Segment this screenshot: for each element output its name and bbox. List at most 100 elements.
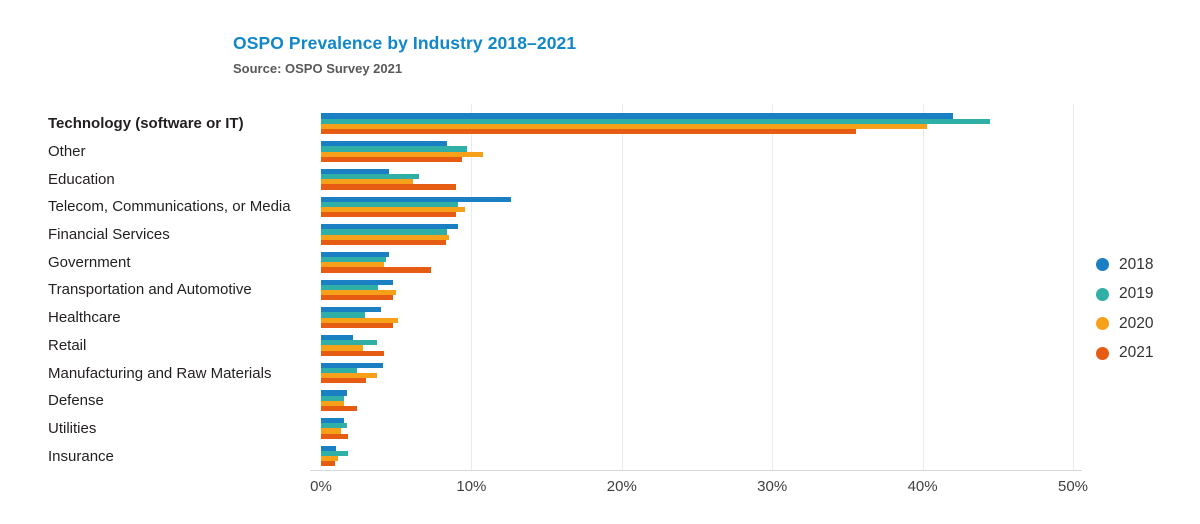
- category-label: Other: [48, 143, 86, 161]
- category-label: Telecom, Communications, or Media: [48, 198, 291, 216]
- bar-2018: [321, 390, 347, 396]
- legend-label-2021: 2021: [1119, 344, 1154, 362]
- bar-2019: [321, 257, 386, 263]
- bar-2019: [321, 450, 349, 457]
- bar-group: [321, 196, 1073, 218]
- chart-row: Transportation and Automotive: [48, 276, 1073, 304]
- legend-item-2019: 2019: [1096, 280, 1153, 310]
- bar-2021: [321, 129, 857, 135]
- category-label: Technology (software or IT): [48, 115, 244, 133]
- bar-2018: [321, 307, 382, 313]
- legend-label-2018: 2018: [1119, 255, 1154, 273]
- bar-group: [321, 251, 1073, 273]
- chart-title: OSPO Prevalence by Industry 2018–2021: [233, 33, 577, 53]
- chart-subtitle: Source: OSPO Survey 2021: [233, 61, 403, 76]
- category-label: Education: [48, 170, 115, 188]
- bar-2021: [321, 461, 335, 467]
- legend-dot-2021: [1096, 346, 1109, 360]
- bar-2018: [321, 196, 511, 202]
- bar-2020: [321, 428, 341, 434]
- bar-2019: [321, 340, 377, 346]
- bar-2021: [321, 267, 431, 273]
- chart-row: Healthcare: [48, 304, 1073, 332]
- bar-2018: [321, 168, 389, 175]
- chart-row: Manufacturing and Raw Materials: [48, 359, 1073, 387]
- bar-2019: [321, 423, 347, 429]
- bar-2020: [321, 373, 377, 379]
- bar-2020: [321, 206, 466, 213]
- legend-dot-2019: [1096, 287, 1109, 301]
- bar-2021: [321, 433, 349, 439]
- bar-group: [321, 168, 1073, 190]
- category-label: Financial Services: [48, 226, 170, 244]
- bar-2019: [321, 367, 358, 374]
- chart-row: Technology (software or IT): [48, 110, 1073, 138]
- legend-dot-2020: [1096, 317, 1109, 331]
- gridline: [1073, 104, 1074, 470]
- x-tick-label: 40%: [907, 478, 938, 495]
- bar-2018: [321, 141, 448, 147]
- legend: 2018 2019 2020 2021: [1096, 250, 1153, 368]
- bar-group: [321, 362, 1073, 384]
- category-label: Manufacturing and Raw Materials: [48, 364, 272, 382]
- gridline: [471, 104, 473, 470]
- x-tick-label: 20%: [606, 478, 637, 495]
- bar-group: [321, 307, 1073, 329]
- bar-group: [321, 390, 1073, 412]
- bar-chart: Technology (software or IT) Other Educatio…: [48, 104, 1088, 495]
- bar-2021: [321, 350, 385, 356]
- bar-group: [321, 113, 1073, 135]
- bar-2021: [321, 322, 394, 329]
- bar-2019: [321, 395, 344, 401]
- bar-2021: [321, 212, 457, 218]
- bar-2019: [321, 146, 467, 152]
- bar-2021: [321, 405, 358, 412]
- chart-row: Financial Services: [48, 221, 1073, 249]
- bar-2018: [321, 418, 344, 424]
- bar-2019: [321, 284, 379, 290]
- bar-2020: [321, 179, 413, 185]
- chart-row: Other: [48, 138, 1073, 166]
- bar-group: [321, 334, 1073, 356]
- x-axis-line: [310, 470, 1082, 471]
- x-tick-label: 0%: [310, 478, 332, 495]
- gridline: [621, 104, 623, 470]
- x-tick-label: 10%: [456, 478, 487, 495]
- gridline: [772, 104, 774, 470]
- gridline: [922, 104, 924, 470]
- chart-row: Telecom, Communications, or Media: [48, 193, 1073, 221]
- category-label: Insurance: [48, 447, 114, 465]
- bar-group: [321, 224, 1073, 245]
- legend-item-2020: 2020: [1096, 309, 1153, 339]
- bar-2018: [321, 224, 458, 230]
- bar-2021: [321, 184, 457, 190]
- legend-item-2018: 2018: [1096, 250, 1153, 280]
- bar-2020: [321, 289, 397, 296]
- category-label: Transportation and Automotive: [48, 281, 252, 299]
- category-label: Utilities: [48, 419, 97, 437]
- bar-group: [321, 141, 1073, 162]
- bar-2019: [321, 229, 448, 235]
- bar-2020: [321, 123, 928, 130]
- x-axis-ticks: 0% 10% 20% 30% 40% 50%: [310, 478, 1088, 498]
- x-tick-label: 30%: [757, 478, 788, 495]
- chart-rows: Technology (software or IT) Other Educatio…: [48, 110, 1073, 470]
- legend-label-2019: 2019: [1119, 285, 1154, 303]
- chart-row: Utilities: [48, 415, 1073, 443]
- bar-2021: [321, 295, 394, 301]
- bar-2018: [321, 334, 353, 341]
- bar-2020: [321, 151, 484, 157]
- bar-2021: [321, 156, 463, 162]
- gridlines: [321, 104, 1074, 470]
- x-tick-label: 50%: [1057, 478, 1089, 495]
- bar-2020: [321, 400, 344, 406]
- bar-2018: [321, 251, 389, 258]
- bar-group: [321, 279, 1073, 301]
- bar-2020: [321, 345, 364, 351]
- legend-item-2021: 2021: [1096, 339, 1153, 369]
- bar-2018: [321, 279, 394, 285]
- bar-2021: [321, 378, 367, 384]
- chart-row: Defense: [48, 387, 1073, 415]
- chart-row: Government: [48, 248, 1073, 276]
